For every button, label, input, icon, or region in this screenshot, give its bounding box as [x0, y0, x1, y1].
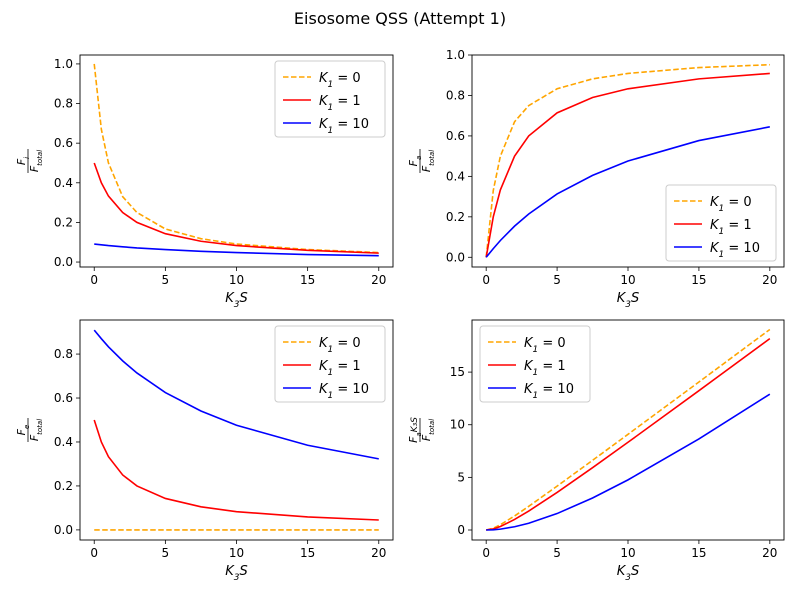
x-axis-label: K3S: [617, 291, 640, 310]
y-tick-label: 0.0: [54, 523, 73, 537]
x-tick-label: 10: [620, 546, 635, 560]
x-axis-label: K3S: [225, 291, 248, 310]
y-tick-label: 0.2: [446, 210, 465, 224]
series-line-k1-10: [94, 243, 379, 257]
series-line-k1-1: [93, 419, 379, 521]
series-line-k1-1: [93, 162, 379, 254]
figure-title: Eisosome QSS (Attempt 1): [293, 9, 507, 28]
series-line-k1-1: [485, 72, 770, 258]
x-tick-label: 15: [300, 273, 315, 287]
x-tick-label: 5: [162, 546, 170, 560]
series-line-k1-10: [486, 393, 771, 531]
ylabel-denominator: Ftotal: [420, 150, 436, 172]
x-tick-label: 20: [762, 546, 777, 560]
y-tick-label: 0.8: [446, 88, 465, 102]
ylabel-numerator: Fi: [15, 157, 31, 165]
y-tick-label: 0.4: [54, 435, 73, 449]
legend-box: [665, 184, 777, 262]
series-line-k1-0: [485, 328, 771, 531]
series-line-k1-0: [485, 63, 770, 258]
y-tick-label: 0.8: [54, 97, 73, 111]
legend: K1 = 0K1 = 1K1 = 10: [665, 184, 777, 262]
y-tick-label: 1.0: [446, 48, 465, 62]
legend: K1 = 0K1 = 1K1 = 10: [274, 60, 386, 138]
x-tick-label: 20: [762, 273, 777, 287]
y-tick-label: 0.6: [446, 129, 465, 143]
x-tick-label: 5: [553, 273, 561, 287]
legend-box: [274, 60, 386, 138]
y-tick-label: 0.2: [54, 479, 73, 493]
ylabel-numerator: Fa: [407, 156, 423, 167]
series-line-k1-0: [93, 63, 379, 254]
y-tick-label: 0.0: [54, 255, 73, 269]
ylabel-denominator: Ftotal: [420, 419, 436, 441]
y-tick-label: 15: [450, 365, 465, 379]
x-tick-label: 5: [162, 273, 170, 287]
y-tick-label: 0.8: [54, 347, 73, 361]
series-line-k1-10: [93, 329, 379, 460]
ylabel-denominator: Ftotal: [28, 150, 44, 172]
x-tick-label: 0: [482, 273, 490, 287]
y-tick-label: 0: [457, 523, 465, 537]
legend-label-k1-10: K1 = 10: [710, 241, 760, 260]
y-tick-label: 0.0: [446, 250, 465, 264]
x-tick-label: 10: [229, 273, 244, 287]
y-tick-label: 0.2: [54, 215, 73, 229]
x-tick-label: 10: [229, 546, 244, 560]
y-tick-label: 0.4: [446, 169, 465, 183]
x-tick-label: 15: [691, 546, 706, 560]
legend: K1 = 0K1 = 1K1 = 10: [274, 325, 386, 403]
legend: K1 = 0K1 = 1K1 = 10: [479, 325, 591, 403]
x-tick-label: 0: [90, 546, 98, 560]
x-tick-label: 20: [371, 273, 386, 287]
series-line-k1-10: [485, 126, 770, 258]
x-tick-label: 15: [691, 273, 706, 287]
x-tick-label: 10: [620, 273, 635, 287]
series-line-k1-1: [486, 337, 771, 531]
x-tick-label: 0: [90, 273, 98, 287]
x-tick-label: 5: [553, 546, 561, 560]
y-tick-label: 10: [450, 418, 465, 432]
y-tick-label: 5: [457, 470, 465, 484]
ylabel-numerator: Fe: [15, 425, 31, 436]
x-tick-label: 20: [371, 546, 386, 560]
x-tick-label: 15: [300, 546, 315, 560]
x-axis-label: K3S: [225, 564, 248, 583]
y-tick-label: 1.0: [54, 57, 73, 71]
y-tick-label: 0.6: [54, 136, 73, 150]
legend-box: [274, 325, 386, 403]
x-tick-label: 0: [482, 546, 490, 560]
y-tick-label: 0.4: [54, 176, 73, 190]
x-axis-label: K3S: [617, 564, 640, 583]
y-tick-label: 0.6: [54, 391, 73, 405]
legend-box: [479, 325, 591, 403]
